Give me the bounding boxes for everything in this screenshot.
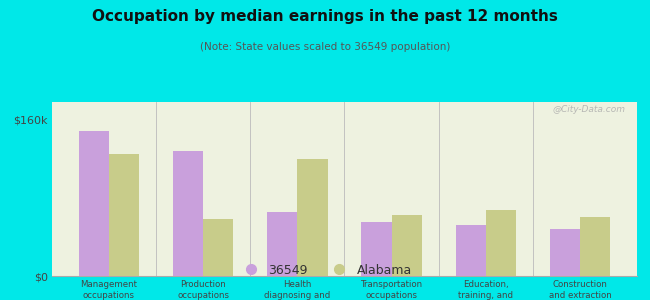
Bar bbox=[550, 229, 580, 276]
Bar bbox=[580, 217, 610, 276]
Legend: 36549, Alabama: 36549, Alabama bbox=[233, 259, 417, 282]
Bar bbox=[392, 215, 422, 276]
Bar bbox=[297, 159, 328, 276]
Bar bbox=[173, 151, 203, 276]
Bar bbox=[203, 219, 233, 276]
Bar bbox=[361, 222, 392, 276]
Bar bbox=[267, 212, 297, 276]
Text: Occupation by median earnings in the past 12 months: Occupation by median earnings in the pas… bbox=[92, 9, 558, 24]
Bar bbox=[79, 131, 109, 276]
Text: (Note: State values scaled to 36549 population): (Note: State values scaled to 36549 popu… bbox=[200, 42, 450, 52]
Bar bbox=[109, 154, 139, 276]
Bar bbox=[486, 209, 516, 276]
Bar bbox=[456, 225, 486, 276]
Text: @City-Data.com: @City-Data.com bbox=[552, 106, 625, 115]
